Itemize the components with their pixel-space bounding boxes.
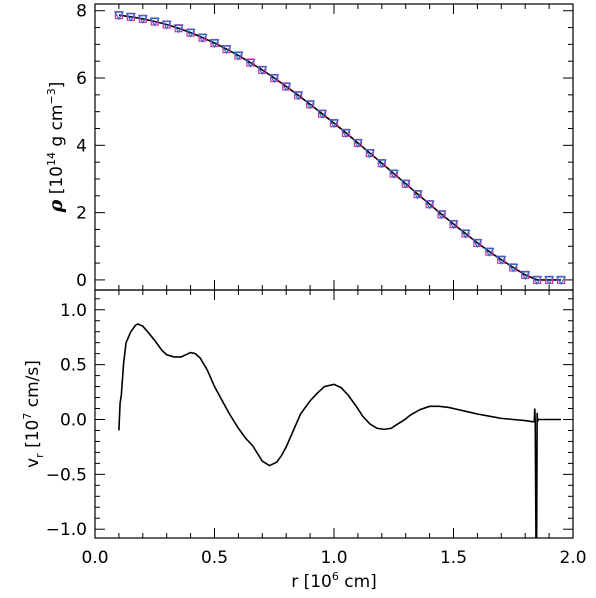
- density-curve: [118, 14, 562, 281]
- x-tick-label: 2.0: [559, 548, 586, 568]
- density-marker-triangle: [460, 229, 471, 239]
- density-markers: [113, 11, 567, 286]
- density-marker-triangle: [448, 220, 459, 230]
- density-marker-triangle: [161, 20, 172, 30]
- velocity-xtick-labels: 0.0 0.5 1.0 1.5 2.0: [81, 548, 586, 568]
- density-marker-triangle: [233, 51, 244, 61]
- velocity-ytick-label: −0.5: [46, 465, 87, 485]
- velocity-curve: [118, 323, 562, 538]
- x-tick-label: 1.0: [320, 548, 347, 568]
- density-marker-triangle: [400, 180, 411, 189]
- density-ytick-label: 6: [76, 69, 87, 89]
- density-marker-triangle: [293, 91, 304, 101]
- velocity-panel: −1.0 −0.5 0.0 0.5 1.0 0.0 0.5 1.0 1.5 2.0 vr [10…: [21, 289, 587, 592]
- velocity-plot-frame: [94, 289, 574, 539]
- velocity-ytick-label: 0.0: [60, 410, 87, 430]
- density-marker-triangle: [532, 276, 543, 286]
- density-marker-triangle: [436, 210, 447, 220]
- density-marker-triangle: [137, 15, 148, 25]
- x-tick-label: 1.5: [440, 548, 467, 568]
- density-ytick-label: 8: [76, 2, 87, 22]
- density-marker-triangle: [364, 149, 375, 159]
- density-marker-triangle: [424, 200, 435, 210]
- density-marker-triangle: [257, 66, 268, 76]
- density-marker-triangle: [544, 276, 555, 286]
- density-marker-triangle: [269, 74, 280, 84]
- density-ytick-label: 0: [76, 271, 87, 291]
- density-marker-triangle: [113, 11, 124, 21]
- velocity-ytick-label: 1.0: [60, 301, 87, 321]
- density-marker-triangle: [376, 159, 387, 169]
- velocity-axis-title: vr [107 cm/s]: [21, 360, 46, 468]
- density-marker-triangle: [472, 239, 483, 249]
- density-ytick-labels: 0 2 4 6 8: [76, 2, 87, 291]
- density-marker-triangle: [508, 263, 519, 273]
- density-marker-triangle: [221, 45, 232, 55]
- density-marker-triangle: [388, 169, 399, 179]
- density-marker-triangle: [352, 139, 363, 149]
- density-marker-triangle: [245, 58, 256, 68]
- density-marker-triangle: [520, 271, 531, 281]
- density-marker-triangle: [484, 248, 495, 257]
- density-panel: 0 2 4 6 8 ρ [1014 g cm−3]: [45, 2, 574, 291]
- density-marker-triangle: [197, 34, 208, 43]
- velocity-ytick-label: 0.5: [60, 356, 87, 376]
- density-marker-triangle: [328, 119, 340, 129]
- density-marker-triangle: [185, 29, 196, 38]
- x-tick-label: 0.0: [81, 548, 108, 568]
- density-marker-triangle: [173, 24, 184, 34]
- density-ticks: [94, 4, 574, 290]
- x-tick-label: 0.5: [201, 548, 228, 568]
- density-marker-triangle: [281, 82, 292, 92]
- density-marker-triangle: [305, 100, 316, 110]
- density-marker-triangle: [412, 190, 423, 200]
- velocity-ytick-label: −1.0: [46, 520, 87, 540]
- density-marker-triangle: [149, 17, 160, 27]
- density-marker-triangle: [209, 39, 220, 49]
- density-marker-triangle: [340, 129, 351, 139]
- velocity-ytick-labels: −1.0 −0.5 0.0 0.5 1.0: [46, 301, 87, 540]
- velocity-ticks: [94, 290, 574, 538]
- density-marker-triangle: [125, 13, 136, 22]
- density-marker-triangle: [317, 110, 328, 119]
- x-axis-title: r [106 cm]: [291, 570, 377, 592]
- density-ytick-label: 2: [76, 204, 87, 224]
- density-ytick-label: 4: [76, 136, 87, 156]
- density-plot-frame: [94, 3, 574, 291]
- density-marker-triangle: [496, 256, 507, 265]
- density-axis-title: ρ [1014 g cm−3]: [45, 82, 67, 214]
- density-marker-triangle: [556, 276, 567, 286]
